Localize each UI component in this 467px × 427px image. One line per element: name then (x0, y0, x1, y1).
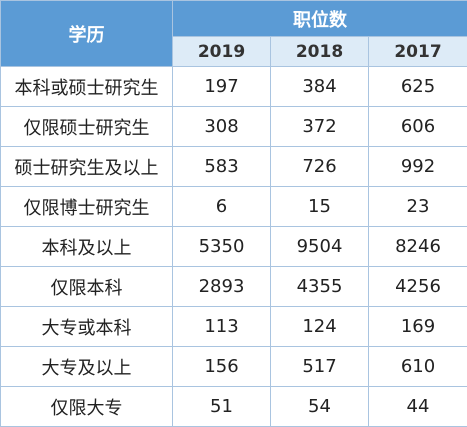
value-cell: 8246 (369, 227, 467, 267)
value-cell: 4355 (271, 267, 369, 307)
header-cell: 职位数 (173, 1, 467, 37)
row-label: 本科及以上 (1, 227, 173, 267)
value-cell: 992 (369, 147, 467, 187)
value-cell: 610 (369, 347, 467, 387)
value-cell: 372 (271, 107, 369, 147)
value-cell: 384 (271, 67, 369, 107)
value-cell: 517 (271, 347, 369, 387)
year-cell: 2018 (271, 37, 369, 67)
value-cell: 124 (271, 307, 369, 347)
row-label: 仅限博士研究生 (1, 187, 173, 227)
value-cell: 156 (173, 347, 271, 387)
value-cell: 2893 (173, 267, 271, 307)
year-cell: 2019 (173, 37, 271, 67)
value-cell: 23 (369, 187, 467, 227)
value-cell: 308 (173, 107, 271, 147)
value-cell: 51 (173, 387, 271, 427)
value-cell: 169 (369, 307, 467, 347)
value-cell: 44 (369, 387, 467, 427)
row-label: 仅限本科 (1, 267, 173, 307)
value-cell: 583 (173, 147, 271, 187)
row-label: 仅限硕士研究生 (1, 107, 173, 147)
value-cell: 54 (271, 387, 369, 427)
row-label: 本科或硕士研究生 (1, 67, 173, 107)
row-label: 大专及以上 (1, 347, 173, 387)
row-label: 硕士研究生及以上 (1, 147, 173, 187)
header-row: 学历 职位数 (1, 1, 467, 37)
row-label: 仅限大专 (1, 387, 173, 427)
header-cell: 学历 (1, 1, 173, 67)
value-cell: 6 (173, 187, 271, 227)
value-cell: 197 (173, 67, 271, 107)
value-cell: 5350 (173, 227, 271, 267)
year-cell: 2017 (369, 37, 467, 67)
value-cell: 15 (271, 187, 369, 227)
value-cell: 606 (369, 107, 467, 147)
value-cell: 113 (173, 307, 271, 347)
value-cell: 9504 (271, 227, 369, 267)
value-cell: 625 (369, 67, 467, 107)
row-label: 大专或本科 (1, 307, 173, 347)
value-cell: 726 (271, 147, 369, 187)
value-cell: 4256 (369, 267, 467, 307)
